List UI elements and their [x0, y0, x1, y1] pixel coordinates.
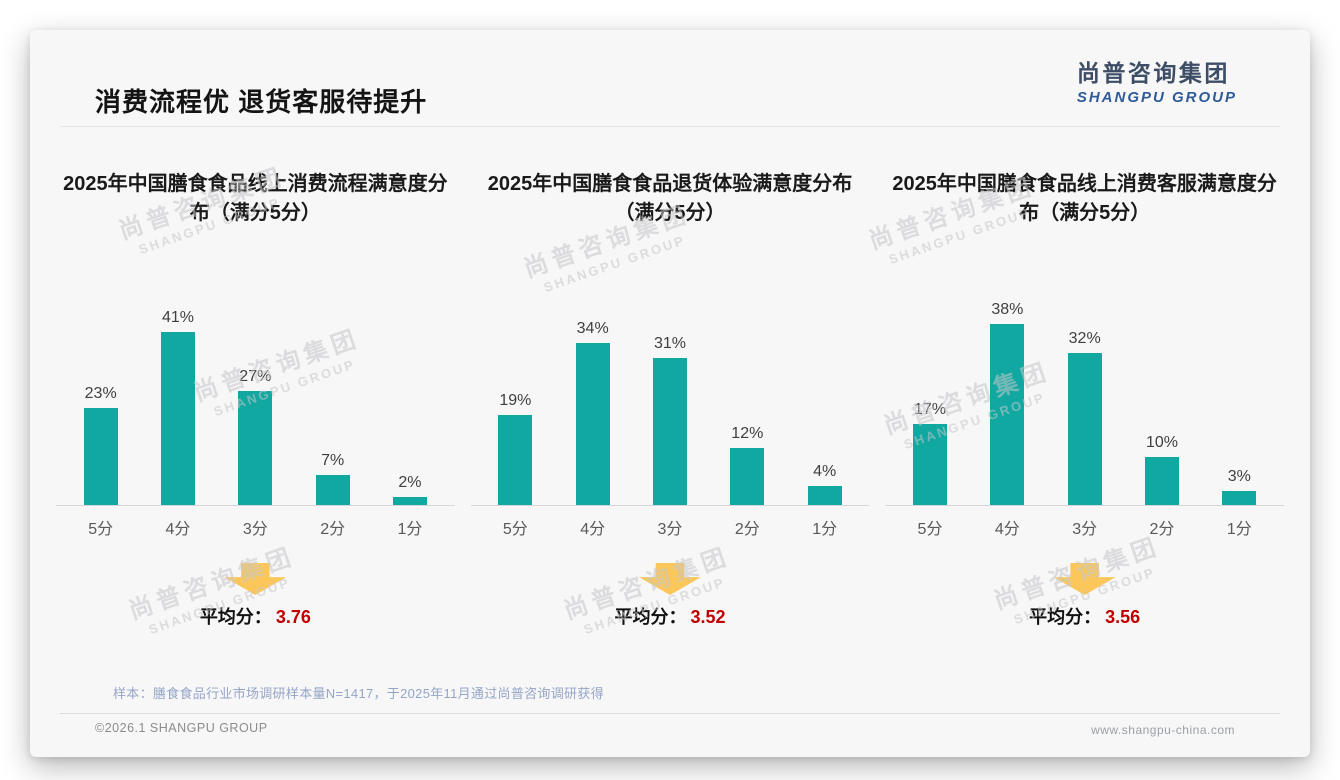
bar-value-label: 12% — [731, 425, 764, 442]
chart-2: 2025年中国膳食食品退货体验满意度分布（满分5分） 19% 34% 31% 12% 4%… — [463, 170, 878, 629]
brand-logo-cn: 尚普咨询集团 — [1076, 60, 1230, 86]
bar-value-label: 3% — [1227, 468, 1251, 485]
average-label: 平均分： — [1029, 607, 1102, 627]
bar-cell: 12% — [709, 425, 786, 505]
bar-value-label: 38% — [991, 301, 1024, 318]
bar — [498, 415, 533, 505]
down-arrow-icon — [1053, 563, 1116, 595]
bar — [1067, 353, 1102, 505]
bar-value-label: 17% — [913, 401, 947, 418]
bar-value-label: 34% — [576, 320, 609, 337]
bar — [1144, 457, 1179, 505]
category-axis: 5分 4分 3分 2分 1分 — [471, 515, 870, 539]
bar-cell: 31% — [631, 335, 708, 505]
sample-note: 样本：膳食食品行业市场调研样本量N=1417，于2025年11月通过尚普咨询调研… — [113, 686, 604, 701]
average-value: 3.56 — [1105, 607, 1141, 627]
bar — [160, 332, 195, 505]
bar — [392, 497, 427, 505]
category-label: 5分 — [502, 521, 528, 538]
bars-area: 17% 38% 32% 10% 3% — [885, 266, 1285, 506]
footer-divider — [60, 713, 1280, 714]
chart-title: 2025年中国膳食食品线上消费流程满意度分布（满分5分） — [63, 173, 448, 224]
bar — [807, 486, 842, 505]
category-label: 4分 — [580, 521, 606, 538]
slide-card: 消费流程优 退货客服待提升 尚普咨询集团 SHANGPU GROUP 2025年… — [30, 30, 1310, 757]
category-label: 4分 — [165, 521, 191, 538]
bar-cell: 41% — [139, 309, 216, 505]
footer-copyright: ©2026.1 SHANGPU GROUP — [95, 721, 268, 735]
bars-area: 23% 41% 27% 7% 2% — [56, 266, 455, 506]
category-axis: 5分 4分 3分 2分 1分 — [885, 515, 1284, 539]
average-label: 平均分： — [614, 607, 687, 627]
bar — [83, 408, 118, 505]
category-label: 3分 — [242, 521, 268, 538]
bar-cell: 32% — [1046, 330, 1123, 505]
bar-cell: 27% — [217, 368, 294, 505]
category-label: 1分 — [812, 521, 838, 538]
bar-value-label: 23% — [84, 385, 117, 402]
category-label: 4分 — [994, 521, 1020, 538]
bar-cell: 17% — [891, 401, 968, 505]
bar — [1222, 491, 1257, 505]
brand-logo: 尚普咨询集团 SHANGPU GROUP — [1077, 60, 1237, 106]
down-arrow-icon — [639, 563, 701, 595]
bar — [990, 324, 1025, 505]
bar-cell: 34% — [554, 320, 631, 505]
bar-cell: 19% — [477, 392, 554, 505]
chart-1: 2025年中国膳食食品线上消费流程满意度分布（满分5分） 23% 41% 27% 7% 2… — [48, 170, 463, 629]
page-title: 消费流程优 退货客服待提升 — [95, 87, 428, 117]
bar-cell: 23% — [62, 385, 139, 505]
bar — [913, 424, 947, 505]
category-label: 3分 — [657, 521, 683, 538]
category-label: 5分 — [88, 521, 114, 538]
average-line: 平均分： 3.76 — [200, 603, 311, 629]
category-label: 1分 — [1226, 521, 1252, 538]
bars-area: 19% 34% 31% 12% 4% — [470, 266, 870, 506]
brand-logo-en: SHANGPU GROUP — [1076, 88, 1237, 106]
bar-value-label: 4% — [813, 463, 837, 480]
bar-cell: 4% — [786, 463, 863, 505]
footer-website: www.shangpu-china.com — [1091, 723, 1235, 737]
average-label: 平均分： — [199, 607, 272, 627]
bar-value-label: 7% — [321, 452, 345, 469]
bar-cell: 7% — [294, 452, 371, 505]
average-value: 3.76 — [275, 607, 311, 627]
down-arrow-icon — [224, 563, 287, 595]
chart-3: 2025年中国膳食食品线上消费客服满意度分布（满分5分） 17% 38% 32% 10%… — [877, 170, 1292, 629]
category-label: 2分 — [1149, 521, 1175, 538]
bar-value-label: 27% — [239, 368, 272, 385]
bar-value-label: 2% — [398, 474, 422, 491]
bar-cell: 3% — [1201, 468, 1278, 505]
bar — [652, 358, 687, 505]
bar — [238, 391, 273, 505]
header-divider — [60, 126, 1280, 127]
bar-cell: 38% — [969, 301, 1046, 505]
bar — [730, 448, 765, 505]
bar-value-label: 19% — [499, 392, 532, 409]
category-axis: 5分 4分 3分 2分 1分 — [56, 515, 455, 539]
bar-value-label: 31% — [653, 335, 686, 352]
chart-title: 2025年中国膳食食品退货体验满意度分布（满分5分） — [487, 173, 853, 224]
average-line: 平均分： 3.52 — [614, 603, 725, 629]
bar-value-label: 10% — [1145, 434, 1178, 451]
category-label: 2分 — [734, 521, 760, 538]
charts-row: 2025年中国膳食食品线上消费流程满意度分布（满分5分） 23% 41% 27% 7% 2… — [48, 170, 1292, 629]
bar-cell: 2% — [371, 474, 448, 505]
chart-title: 2025年中国膳食食品线上消费客服满意度分布（满分5分） — [892, 173, 1277, 224]
category-label: 3分 — [1072, 521, 1098, 538]
category-label: 2分 — [320, 521, 346, 538]
bar-value-label: 32% — [1068, 330, 1101, 347]
bar-cell: 10% — [1123, 434, 1200, 505]
average-line: 平均分： 3.56 — [1029, 603, 1140, 629]
category-label: 1分 — [397, 521, 423, 538]
average-value: 3.52 — [690, 607, 726, 627]
bar-value-label: 41% — [161, 309, 194, 326]
bar — [575, 343, 610, 505]
category-label: 5分 — [917, 521, 943, 538]
bar — [315, 475, 350, 505]
